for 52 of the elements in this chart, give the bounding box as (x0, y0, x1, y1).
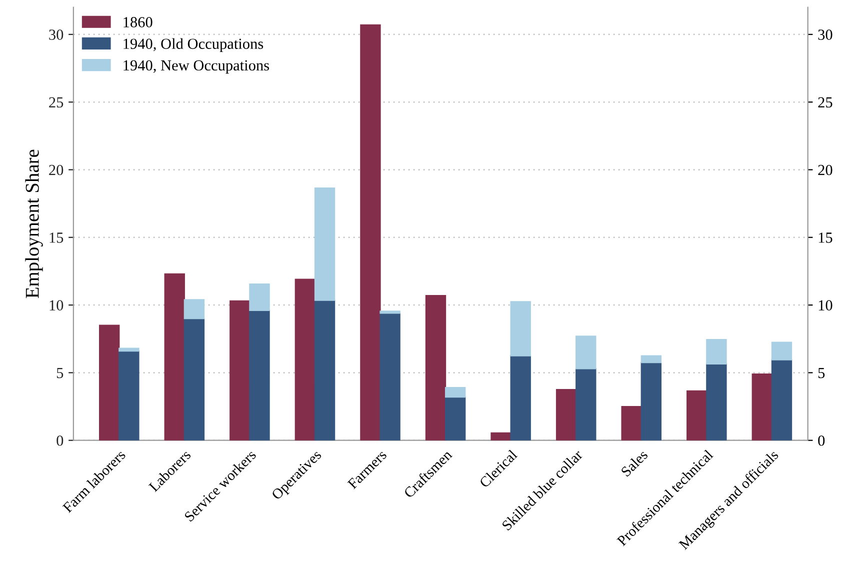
bar (118, 348, 140, 352)
bar (490, 432, 512, 440)
bar (184, 318, 205, 440)
bar (380, 310, 400, 314)
y-tick-label: 15 (50, 232, 64, 243)
bar (686, 390, 708, 440)
bar (576, 368, 596, 440)
bar (360, 24, 381, 440)
y-axis-title: Employment Share (25, 150, 43, 298)
y2-tick-label: 10 (818, 300, 832, 310)
y-tick-label: 30 (49, 30, 64, 40)
bar (510, 355, 531, 440)
y-tick-label: 5 (56, 368, 64, 378)
bar (249, 284, 270, 312)
legend-label: 1940, Old Occupations (124, 38, 264, 52)
x-tick-label: Sales (620, 449, 648, 478)
bar (706, 338, 727, 364)
legend-label: 1940, New Occupations (124, 60, 270, 74)
bar (640, 362, 662, 440)
y-tick-label: 10 (50, 300, 64, 310)
bar (706, 363, 727, 440)
y2-tick-label: 30 (818, 30, 832, 40)
bar (380, 312, 400, 440)
y2-tick-label: 20 (818, 164, 832, 176)
bar (556, 389, 577, 440)
bar (118, 350, 140, 440)
bar (230, 300, 250, 440)
bar (184, 299, 205, 320)
y2-tick-label: 15 (818, 232, 832, 243)
y-tick-label: 20 (49, 164, 64, 176)
bar (98, 324, 120, 440)
bar (576, 336, 596, 370)
y2-tick-label: 5 (818, 368, 825, 378)
bar (444, 396, 466, 440)
bar (314, 300, 336, 440)
bar (444, 387, 466, 398)
bar (771, 359, 792, 440)
bar (771, 342, 792, 360)
y2-tick-label: 0 (818, 435, 825, 446)
bar (164, 273, 185, 440)
y2-tick-label: 25 (818, 97, 832, 108)
bar (314, 187, 336, 301)
bar (640, 355, 662, 364)
y-tick-label: 0 (56, 435, 64, 446)
bar (621, 406, 642, 440)
y-tick-label: 25 (49, 97, 64, 108)
bar (249, 310, 270, 440)
bar (294, 278, 316, 440)
bar (510, 301, 531, 356)
bar (752, 373, 772, 440)
bar (425, 295, 446, 440)
legend-label: 1860 (124, 17, 152, 28)
